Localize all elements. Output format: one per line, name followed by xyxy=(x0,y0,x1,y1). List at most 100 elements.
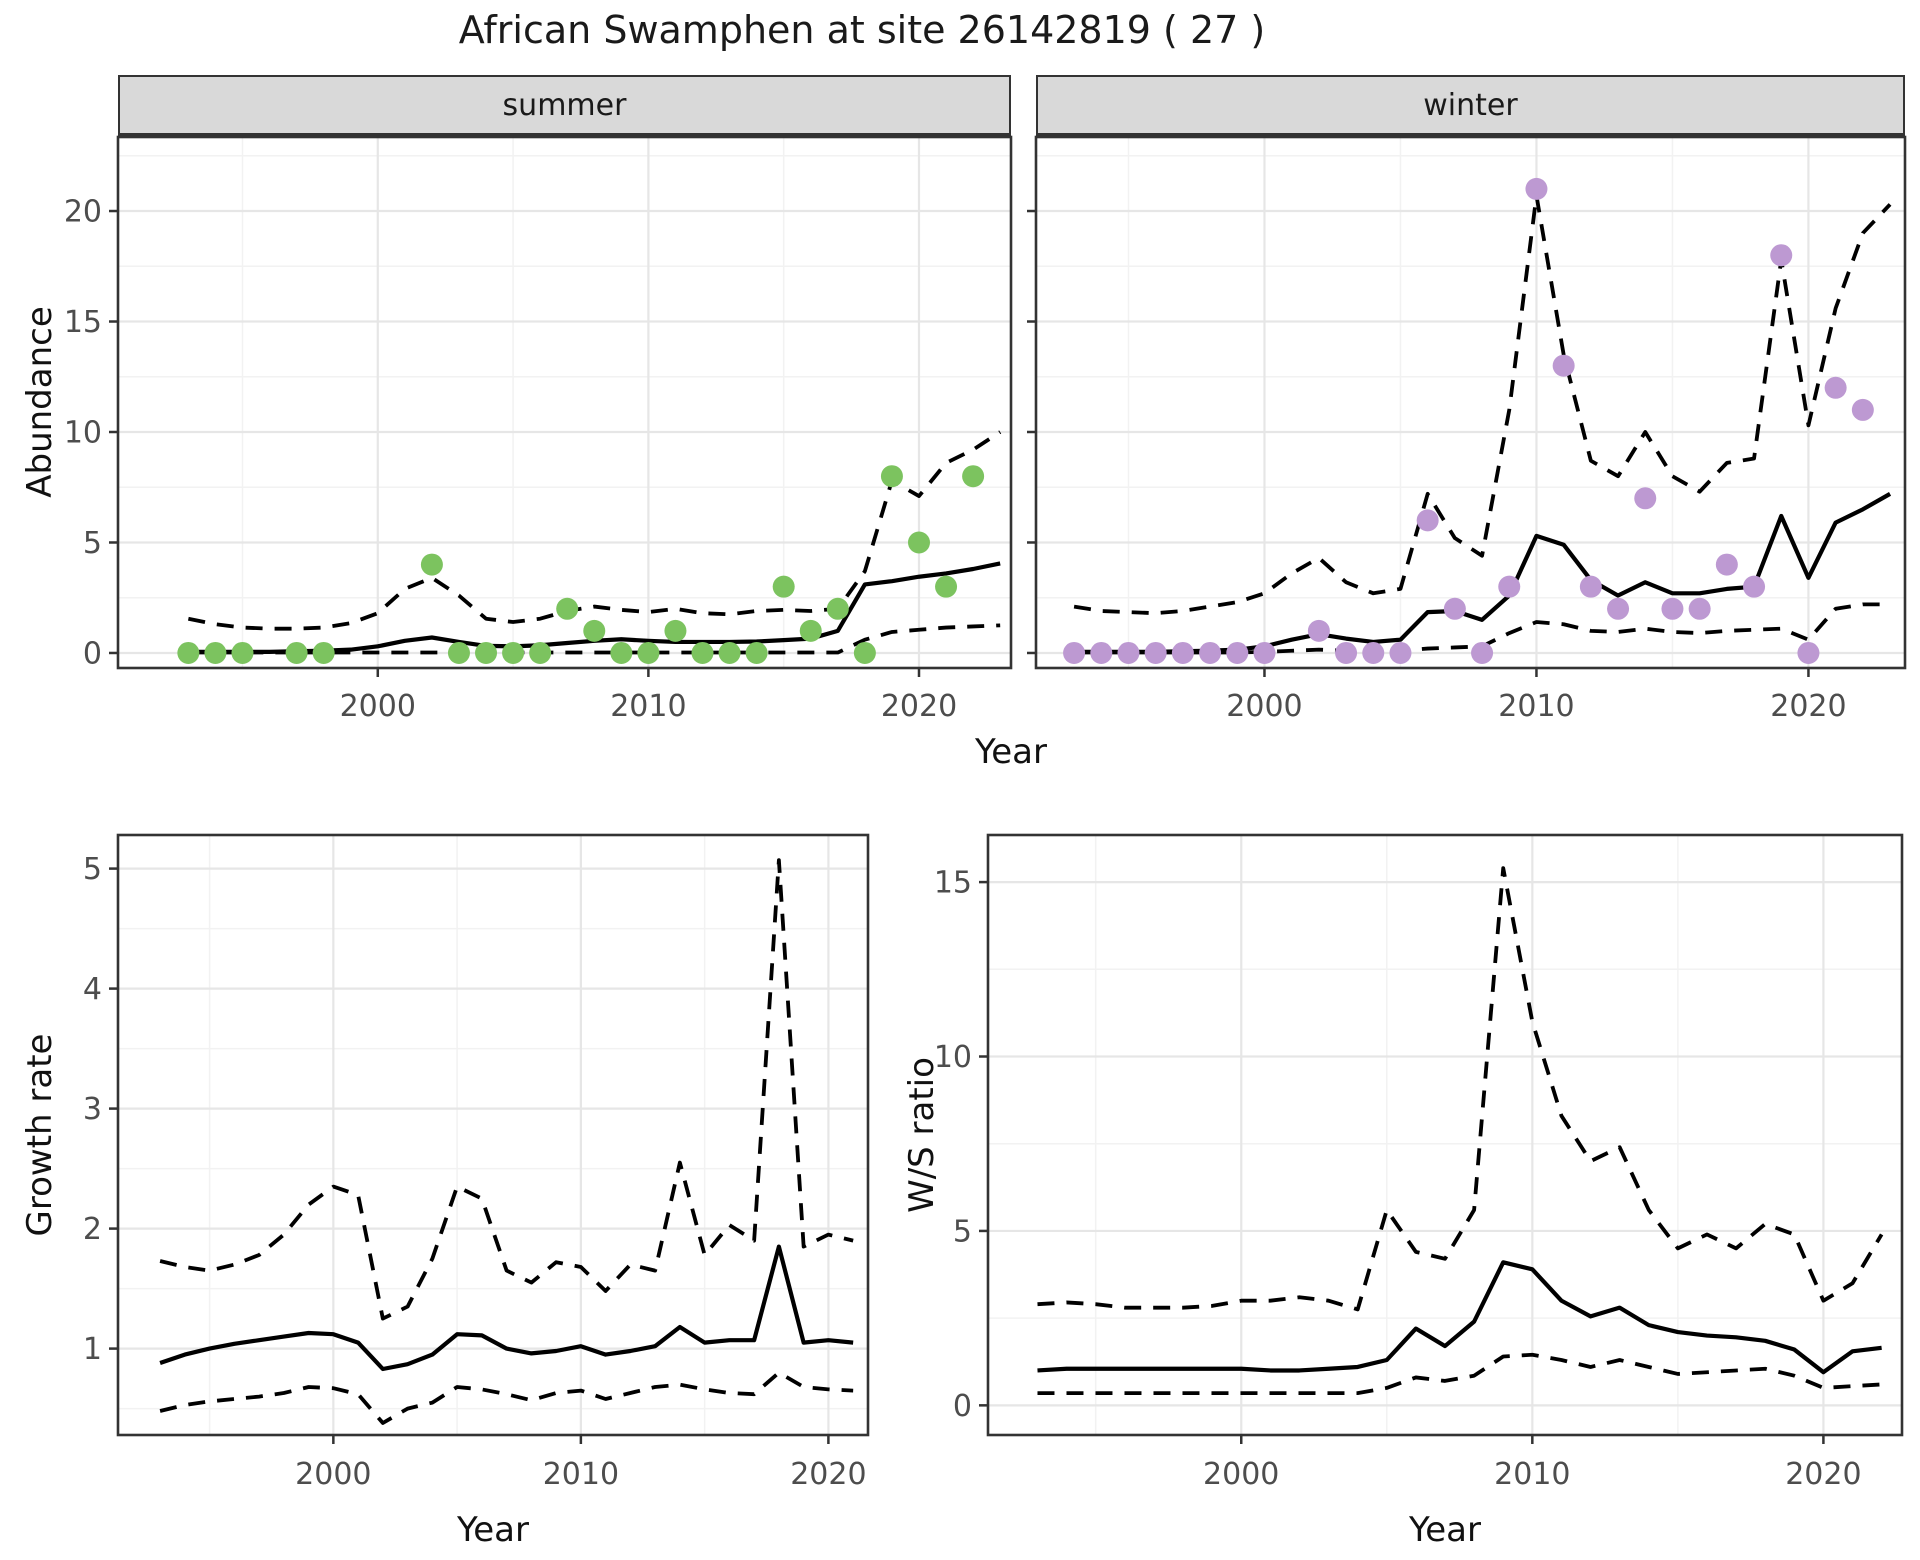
data-point xyxy=(1715,553,1738,576)
data-point xyxy=(853,641,876,664)
x-tick-label: 2010 xyxy=(1494,1457,1570,1492)
data-point xyxy=(1851,398,1874,421)
data-point xyxy=(799,619,822,642)
upper-ci-line xyxy=(187,430,1002,631)
data-point xyxy=(1797,641,1820,664)
y-tick-label: 5 xyxy=(83,852,102,887)
x-axis-title-year-growth: Year xyxy=(457,1510,529,1550)
data-point xyxy=(204,641,227,664)
data-point xyxy=(1389,641,1412,664)
panel-background xyxy=(118,137,1011,668)
data-point xyxy=(177,641,200,664)
y-tick-label: 2 xyxy=(83,1212,102,1247)
data-point xyxy=(718,641,741,664)
data-point xyxy=(1579,575,1602,598)
panel-background xyxy=(118,835,868,1435)
lower-ci-line xyxy=(159,1370,854,1425)
x-tick-label: 2020 xyxy=(1785,1457,1861,1492)
data-point xyxy=(1090,641,1113,664)
y-tick-label: 15 xyxy=(934,866,972,901)
y-tick-label: 0 xyxy=(953,1389,972,1424)
data-point xyxy=(1063,641,1086,664)
upper-ci-line xyxy=(1037,866,1884,1312)
x-tick-label: 2020 xyxy=(790,1457,866,1492)
panel-border xyxy=(116,833,870,1437)
data-point xyxy=(475,641,498,664)
panel-border xyxy=(986,833,1904,1437)
y-tick-label: 10 xyxy=(934,1040,972,1075)
data-point xyxy=(1335,641,1358,664)
data-point xyxy=(962,465,985,488)
data-point xyxy=(907,531,930,554)
x-tick-label: 2010 xyxy=(543,1457,619,1492)
data-point xyxy=(1471,641,1494,664)
x-tick-label: 2010 xyxy=(610,689,686,724)
upper-ci-line xyxy=(1073,193,1892,616)
data-point xyxy=(745,641,768,664)
data-point xyxy=(1661,597,1684,620)
data-point xyxy=(826,597,849,620)
mean-line xyxy=(1037,1260,1882,1375)
x-tick-label: 2000 xyxy=(340,689,416,724)
x-tick-label: 2000 xyxy=(1226,689,1302,724)
x-axis-title-year-ws: Year xyxy=(1409,1510,1481,1550)
data-point xyxy=(1253,641,1276,664)
x-tick-label: 2020 xyxy=(881,689,957,724)
data-point xyxy=(1824,376,1847,399)
y-tick-label: 10 xyxy=(64,416,102,451)
data-point xyxy=(610,641,633,664)
facet-strip-winter: winter xyxy=(1036,75,1905,137)
data-point xyxy=(1226,641,1249,664)
data-point xyxy=(1307,619,1330,642)
data-point xyxy=(1607,597,1630,620)
data-point xyxy=(529,641,552,664)
data-point xyxy=(1552,354,1575,377)
data-point xyxy=(1770,244,1793,267)
mean-line xyxy=(159,1244,854,1372)
y-tick-label: 1 xyxy=(83,1332,102,1367)
data-point xyxy=(1498,575,1521,598)
y-tick-label: 20 xyxy=(64,195,102,230)
x-tick-label: 2000 xyxy=(295,1457,371,1492)
facet-strip-winter-label: winter xyxy=(1423,87,1518,123)
data-point xyxy=(1743,575,1766,598)
x-tick-label: 2010 xyxy=(1498,689,1574,724)
data-point xyxy=(1144,641,1167,664)
y-tick-label: 5 xyxy=(953,1214,972,1249)
data-point xyxy=(312,641,335,664)
y-tick-label: 5 xyxy=(83,526,102,561)
data-point xyxy=(772,575,795,598)
x-tick-label: 2000 xyxy=(1203,1457,1279,1492)
panel-border xyxy=(116,135,1013,670)
x-tick-label: 2020 xyxy=(1770,689,1846,724)
y-tick-label: 3 xyxy=(83,1092,102,1127)
data-point xyxy=(502,641,525,664)
x-axis-title-year-top: Year xyxy=(975,732,1047,772)
facet-strip-summer-label: summer xyxy=(502,87,627,123)
data-point xyxy=(1117,641,1140,664)
data-point xyxy=(1634,487,1657,510)
data-point xyxy=(691,641,714,664)
data-point xyxy=(637,641,660,664)
data-point xyxy=(935,575,958,598)
data-point xyxy=(583,619,606,642)
plot-title: African Swamphen at site 26142819 ( 27 ) xyxy=(458,8,1266,52)
data-point xyxy=(231,641,254,664)
data-point xyxy=(1525,177,1548,200)
y-tick-label: 0 xyxy=(83,636,102,671)
data-point xyxy=(556,597,579,620)
facet-strip-summer: summer xyxy=(118,75,1011,137)
data-point xyxy=(1171,641,1194,664)
data-point xyxy=(285,641,308,664)
panel-border xyxy=(1034,135,1907,670)
upper-ci-line xyxy=(159,858,854,1321)
data-point xyxy=(664,619,687,642)
y-tick-label: 15 xyxy=(64,305,102,340)
data-point xyxy=(1199,641,1222,664)
data-point xyxy=(1443,597,1466,620)
